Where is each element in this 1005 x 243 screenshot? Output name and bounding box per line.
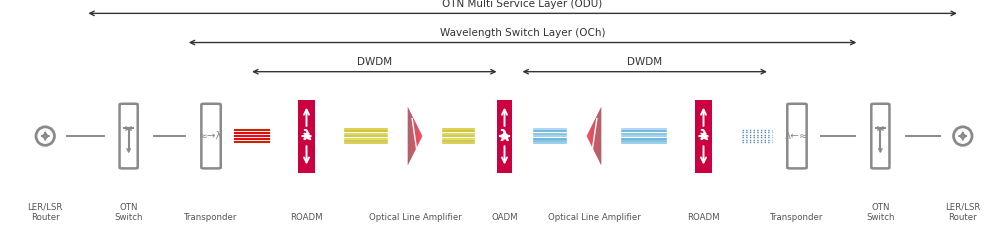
Text: ROADM: ROADM [290, 213, 323, 222]
Text: DWDM: DWDM [627, 57, 662, 67]
Text: Wavelength Switch Layer (OCh): Wavelength Switch Layer (OCh) [440, 28, 605, 38]
Text: DWDM: DWDM [357, 57, 392, 67]
Text: Transponder: Transponder [770, 213, 824, 222]
Text: λ←≈: λ←≈ [785, 131, 809, 141]
Text: λ: λ [499, 129, 510, 144]
Text: λ: λ [303, 129, 311, 143]
Text: λ: λ [699, 129, 708, 143]
Text: ROADM: ROADM [687, 213, 720, 222]
FancyBboxPatch shape [297, 100, 316, 173]
Text: ≈→λ: ≈→λ [199, 131, 223, 141]
Text: LER/LSR
Router: LER/LSR Router [27, 203, 63, 222]
Text: Optical Line Amplifier: Optical Line Amplifier [369, 213, 461, 222]
Text: LER/LSR
Router: LER/LSR Router [945, 203, 981, 222]
FancyBboxPatch shape [694, 100, 713, 173]
Text: Optical Line Amplifier: Optical Line Amplifier [548, 213, 640, 222]
FancyBboxPatch shape [497, 100, 512, 173]
Text: OTN
Switch: OTN Switch [866, 203, 894, 222]
Text: OADM: OADM [491, 213, 518, 222]
Text: OTN Multi Service Layer (ODU): OTN Multi Service Layer (ODU) [442, 0, 603, 9]
Text: OTN
Switch: OTN Switch [115, 203, 143, 222]
Text: Transponder: Transponder [184, 213, 238, 222]
